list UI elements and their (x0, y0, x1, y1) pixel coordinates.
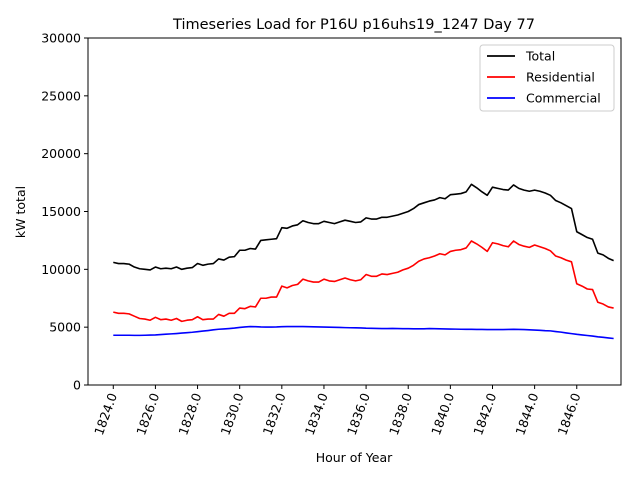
y-tick-label: 15000 (41, 204, 81, 219)
chart-title: Timeseries Load for P16U p16uhs19_1247 D… (172, 17, 535, 33)
legend-label-total: Total (525, 49, 555, 64)
series-layer (113, 183, 614, 340)
series-line-residential (113, 240, 614, 323)
y-axis-label: kW total (13, 186, 28, 238)
legend: Total Residential Commercial (479, 44, 615, 112)
y-tick-label: 10000 (41, 262, 81, 277)
series-line-total (113, 183, 614, 271)
y-tick-label: 0 (73, 378, 81, 393)
legend-box (479, 44, 615, 112)
y-tick-label: 25000 (41, 88, 81, 103)
y-tick-label: 20000 (41, 146, 81, 161)
legend-label-residential: Residential (526, 70, 595, 85)
y-axis: 0 5000 10000 15000 20000 25000 30000 (41, 31, 88, 393)
legend-label-commercial: Commercial (526, 91, 601, 106)
y-tick-label: 5000 (49, 320, 81, 335)
plot-frame (87, 37, 622, 386)
series-line-commercial (113, 325, 614, 340)
x-axis-label: Hour of Year (316, 450, 393, 465)
y-tick-label: 30000 (41, 31, 81, 46)
